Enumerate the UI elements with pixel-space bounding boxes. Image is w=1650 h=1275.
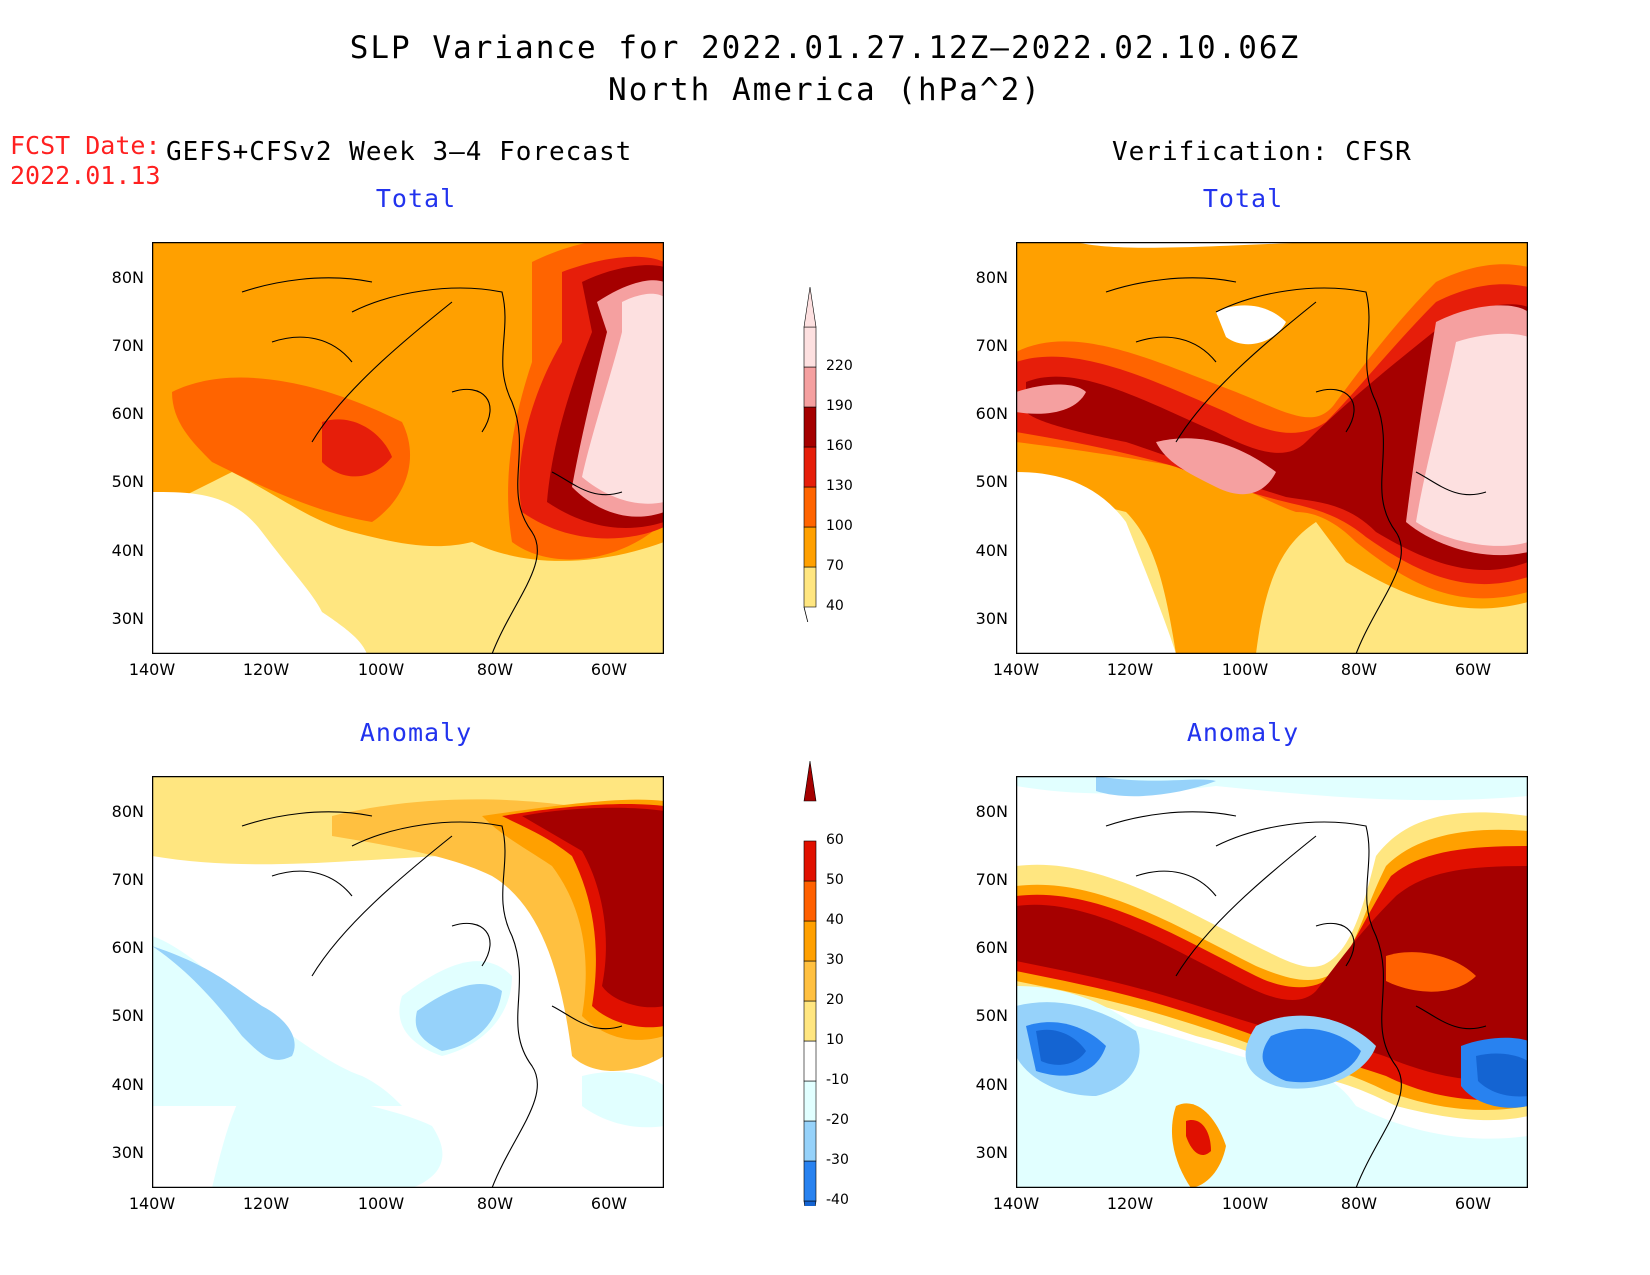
panel-title-forecast-total: Total [375, 184, 457, 213]
panel-title-verification-total: Total [1202, 184, 1284, 213]
colorbar-swatch [803, 880, 817, 922]
verification-header: Verification: CFSR [1112, 137, 1412, 167]
lat-label: 80N [975, 802, 1008, 821]
colorbar-swatch [803, 526, 817, 568]
colorbar-swatch [803, 406, 817, 448]
colorbar-swatch [803, 486, 817, 528]
colorbar-anomaly-tick-label: -30 [826, 1152, 849, 1168]
lat-label: 30N [975, 1143, 1008, 1162]
lon-label: 80W [1340, 660, 1378, 679]
colorbar-total-tick-label: 70 [826, 558, 844, 574]
lon-label: 140W [992, 660, 1040, 679]
chart-subtitle: North America (hPa^2) [608, 72, 1042, 108]
lon-label: 120W [242, 660, 290, 679]
colorbar-swatch [803, 1040, 817, 1082]
panel-title-verification-anomaly: Anomaly [1186, 718, 1300, 747]
lat-label: 70N [111, 870, 144, 889]
lat-label: 50N [975, 472, 1008, 491]
colorbar-top-arrow [803, 286, 817, 328]
map-forecast-anomaly [152, 776, 664, 1188]
colorbar-anomaly-tick-label: -40 [826, 1192, 849, 1208]
lat-label: 50N [111, 1006, 144, 1025]
lon-label: 60W [1454, 1194, 1492, 1213]
lon-label: 60W [1454, 660, 1492, 679]
colorbar-swatch [803, 446, 817, 488]
colorbar-swatch [803, 366, 817, 408]
colorbar-total-tick-label: 220 [826, 358, 853, 374]
colorbar-total-tick-label: 160 [826, 438, 853, 454]
colorbar-anomaly-tick-label: 40 [826, 912, 844, 928]
lat-label: 80N [111, 268, 144, 287]
forecast-header: GEFS+CFSv2 Week 3–4 Forecast [166, 137, 633, 167]
colorbar-top-arrow [803, 760, 817, 802]
colorbar-swatch [803, 1120, 817, 1162]
lat-label: 60N [111, 938, 144, 957]
lon-label: 80W [476, 1194, 514, 1213]
lon-label: 140W [128, 660, 176, 679]
colorbar-total-tick-label: 40 [826, 598, 844, 614]
lat-label: 30N [975, 609, 1008, 628]
map-verification-anomaly [1016, 776, 1528, 1188]
colorbar-total-tick-label: 100 [826, 518, 853, 534]
lon-label: 100W [1221, 660, 1269, 679]
lon-label: 100W [357, 1194, 405, 1213]
colorbar-anomaly-tick-label: -20 [826, 1112, 849, 1128]
lat-label: 30N [111, 609, 144, 628]
map-verification-total [1016, 242, 1528, 654]
colorbar-swatch [803, 1080, 817, 1122]
colorbar-anomaly-tick-label: 60 [826, 832, 844, 848]
lat-label: 60N [975, 404, 1008, 423]
lat-label: 50N [111, 472, 144, 491]
lon-label: 120W [1106, 1194, 1154, 1213]
colorbar-anomaly-tick-label: 50 [826, 872, 844, 888]
lat-label: 70N [975, 870, 1008, 889]
colorbar-swatch [803, 326, 817, 368]
colorbar-total-tick-label: 130 [826, 478, 853, 494]
lon-label: 100W [357, 660, 405, 679]
panel-title-forecast-anomaly: Anomaly [359, 718, 473, 747]
lat-label: 70N [975, 336, 1008, 355]
lat-label: 80N [975, 268, 1008, 287]
map-forecast-total [152, 242, 664, 654]
colorbar-anomaly-tick-label: 10 [826, 1032, 844, 1048]
colorbar-swatch [803, 1000, 817, 1042]
lat-label: 60N [111, 404, 144, 423]
lat-label: 40N [975, 1075, 1008, 1094]
lon-label: 100W [1221, 1194, 1269, 1213]
lat-label: 40N [111, 1075, 144, 1094]
colorbar-swatch [803, 960, 817, 1002]
colorbar-swatch [803, 840, 817, 882]
colorbar-swatch [803, 566, 817, 608]
lon-label: 80W [476, 660, 514, 679]
lat-label: 60N [975, 938, 1008, 957]
lat-label: 40N [975, 541, 1008, 560]
colorbar-swatch [803, 920, 817, 962]
lat-label: 40N [111, 541, 144, 560]
chart-title: SLP Variance for 2022.01.27.12Z–2022.02.… [349, 30, 1301, 66]
colorbar-anomaly-tick-label: 20 [826, 992, 844, 1008]
colorbar-anomaly [802, 756, 862, 1242]
lat-label: 70N [111, 336, 144, 355]
colorbar-total-tick-label: 190 [826, 398, 853, 414]
lat-label: 30N [111, 1143, 144, 1162]
lat-label: 50N [975, 1006, 1008, 1025]
lon-label: 140W [992, 1194, 1040, 1213]
fcst-date-value: 2022.01.13 [10, 161, 161, 190]
lon-label: 140W [128, 1194, 176, 1213]
lat-label: 80N [111, 802, 144, 821]
lon-label: 120W [1106, 660, 1154, 679]
colorbar-bottom-arrow [803, 1200, 817, 1242]
fcst-date-label: FCST Date: [10, 131, 161, 160]
colorbar-anomaly-tick-label: -10 [826, 1072, 849, 1088]
lon-label: 120W [242, 1194, 290, 1213]
colorbar-swatch [803, 1160, 817, 1202]
colorbar-total [802, 282, 862, 648]
lon-label: 60W [590, 660, 628, 679]
colorbar-anomaly-tick-label: 30 [826, 952, 844, 968]
lon-label: 60W [590, 1194, 628, 1213]
lon-label: 80W [1340, 1194, 1378, 1213]
